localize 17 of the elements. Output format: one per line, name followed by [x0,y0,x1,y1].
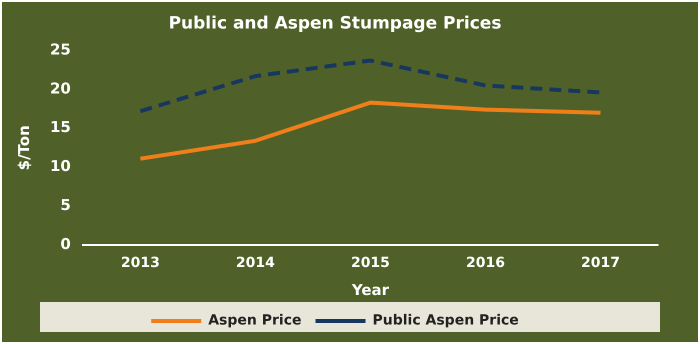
y-axis-title: $/Ton [14,125,33,170]
y-tick-label: 5 [60,196,71,214]
y-tick-label: 0 [60,235,71,254]
x-tick-label: 2017 [581,255,620,272]
x-tick-label: 2016 [466,255,505,272]
legend-label: Aspen Price [208,312,302,329]
chart-title: Public and Aspen Stumpage Prices [168,14,502,34]
x-tick-label: 2014 [236,255,276,272]
x-tick-label: 2013 [120,255,160,272]
y-tick-label: 20 [50,79,71,98]
legend-label: Public Aspen Price [372,312,519,329]
line-series [138,58,602,114]
y-tick-label: 15 [50,118,71,136]
x-tick-label: 2015 [350,255,390,272]
x-axis-title: Year [350,280,390,299]
y-tick-label: 25 [50,40,71,58]
y-tick-label: 10 [50,157,71,176]
